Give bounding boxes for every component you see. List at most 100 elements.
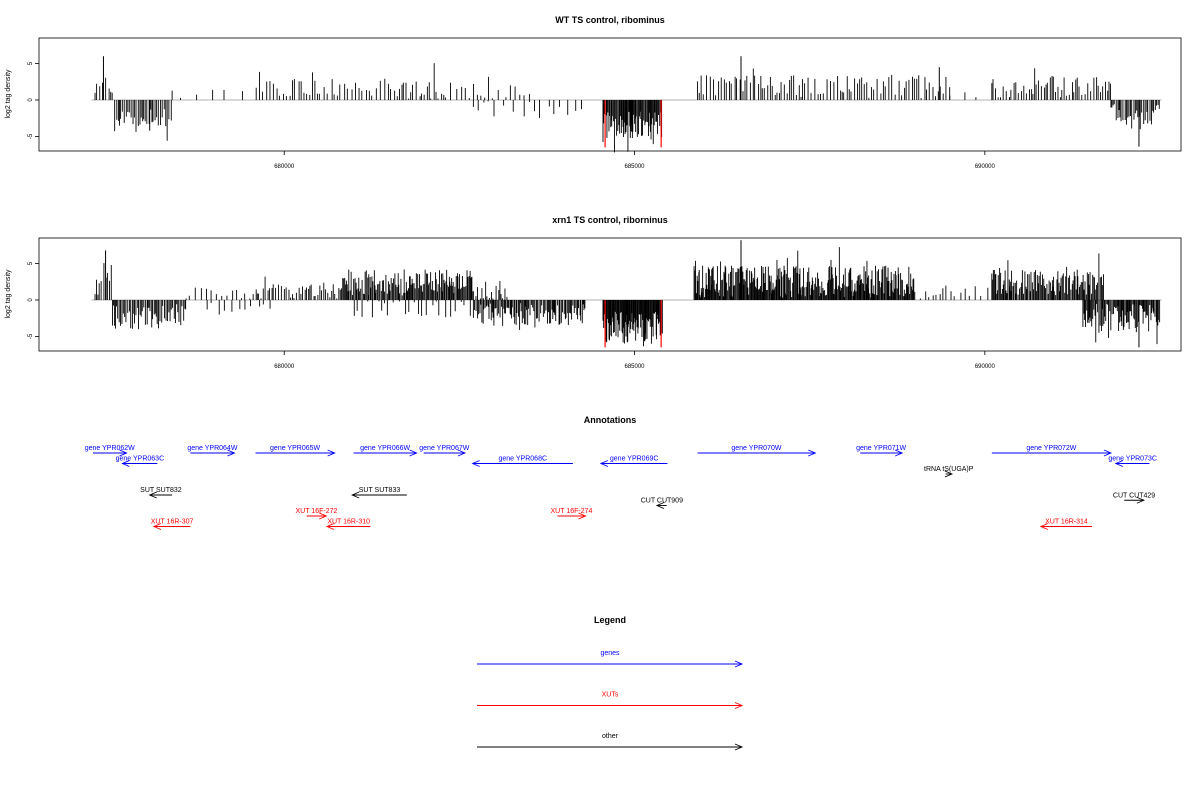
annotation-feature: XUT 16R-307 [151,519,194,530]
arrow-head [894,449,904,457]
legend-label: XUTs [602,692,619,699]
feature-label: SUT SUT833 [359,487,401,494]
legend-arrow-head [734,660,744,668]
legend-title: Legend [594,615,626,625]
annotation-feature: SUT SUT832 [140,487,182,499]
annotation-feature: XUT 16R-310 [325,519,371,530]
x-tick-label: 680000 [274,164,295,170]
y-tick-label: -5 [28,133,34,139]
arrow-head [808,449,817,457]
arrow-head [121,460,130,467]
wt-coverage-panel: WT TS control, ribominus -5 0 5 680000 68500… [5,15,1182,170]
xrn1-coverage-panel: xrn1 TS control, riborninus -5 0 5 680000 68… [5,215,1182,370]
wt-axes: -5 0 5 680000 685000 690000 [28,61,995,170]
feature-label: gene YPR063C [116,456,165,463]
arrow-head [227,449,236,457]
arrow-head [409,449,418,457]
annotation-feature: tRNA tS(UGA)P [924,466,974,478]
feature-label: CUT CUT429 [1113,492,1155,499]
arrow-head [119,449,128,457]
xrn1-plot-frame [38,237,1182,352]
arrow-head [1136,496,1146,504]
arrow-head [327,449,336,457]
xrn1-panel-title: xrn1 TS control, riborninus [552,215,668,225]
annotation-feature: gene YPR072W [991,445,1113,457]
legend-arrow-head [734,702,744,709]
arrow-head [578,512,587,520]
arrow-head [471,460,480,467]
y-tick-label: 0 [28,298,34,302]
arrow-head [655,502,665,509]
arrow-head [457,449,467,457]
xrn1-bars [91,240,1162,348]
arrow-head [325,523,335,530]
x-tick-label: 685000 [625,364,646,370]
feature-label: gene YPR066W [360,445,410,452]
legend-label: genes [600,650,620,657]
wt-plot-frame [38,37,1182,152]
annotation-feature: gene YPR062W [85,445,135,457]
annotation-features: gene YPR062W gene YPR063C gene YPR064W gene… [85,445,1157,530]
annotation-feature: gene YPR069C [599,456,668,467]
xrn1-axes: -5 0 5 680000 685000 690000 [28,261,995,370]
feature-label: gene YPR068C [499,456,548,463]
feature-label: gene YPR067W [419,445,469,452]
arrow-head [944,470,954,478]
x-tick-label: 690000 [975,164,996,170]
y-tick-label: 5 [28,261,34,265]
x-tick-label: 685000 [625,164,646,170]
annotation-feature: SUT SUT833 [351,487,407,499]
feature-label: XUT 16R-310 [327,519,370,526]
annotations-title: Annotations [584,415,637,425]
feature-label: gene YPR069C [610,456,659,463]
y-tick-label: 5 [28,61,34,65]
feature-label: gene YPR064W [187,445,237,452]
feature-label: tRNA tS(UGA)P [924,466,974,473]
legend: Legend genes XUTs other [477,615,744,751]
annotation-feature: gene YPR064W [187,445,238,457]
annotation-feature: CUT CUT429 [1113,492,1155,504]
legend-arrow-head [734,743,744,751]
xrn1-y-axis-label: log2 tag density [5,269,12,319]
y-tick-label: -5 [28,333,34,339]
annotation-feature: gene YPR067W [419,445,470,457]
feature-label: XUT 16R-314 [1045,519,1088,526]
annotation-feature: gene YPR066W [353,445,418,457]
legend-entry: genes [477,650,744,668]
feature-label: SUT SUT832 [140,487,182,494]
feature-label: gene YPR065W [270,445,320,452]
arrow-head [351,491,360,499]
y-tick-label: 0 [28,98,34,102]
arrow-head [319,512,328,520]
annotation-feature: CUT CUT909 [641,498,683,509]
legend-entry: other [477,733,744,751]
feature-label: gene YPR062W [85,445,135,452]
feature-label: XUT 16F-272 [295,508,337,515]
feature-label: gene YPR071W [856,445,906,452]
feature-label: gene YPR072W [1026,445,1076,452]
feature-label: gene YPR073C [1108,456,1157,463]
feature-label: gene YPR070W [731,445,781,452]
x-tick-label: 680000 [274,364,295,370]
arrow-head [599,460,609,467]
annotation-feature: XUT 16F-272 [295,508,337,520]
arrow-head [1103,449,1113,457]
annotation-feature: gene YPR073C [1108,456,1157,467]
legend-label: other [602,733,619,740]
arrow-head [148,491,157,499]
wt-panel-title: WT TS control, ribominus [555,15,665,25]
annotation-feature: gene YPR068C [471,456,573,467]
annotation-feature: gene YPR065W [255,445,336,457]
arrow-head [1039,523,1049,530]
wt-bars [91,56,1162,153]
legend-entries: genes XUTs other [477,650,744,751]
annotation-feature: gene YPR070W [697,445,817,457]
legend-entry: XUTs [477,692,744,709]
wt-y-axis-label: log2 tag density [5,69,12,119]
arrow-head [152,523,162,530]
annotation-feature: gene YPR063C [116,456,165,467]
arrow-head [1114,460,1124,467]
annotation-feature: XUT 16F-274 [551,508,593,520]
